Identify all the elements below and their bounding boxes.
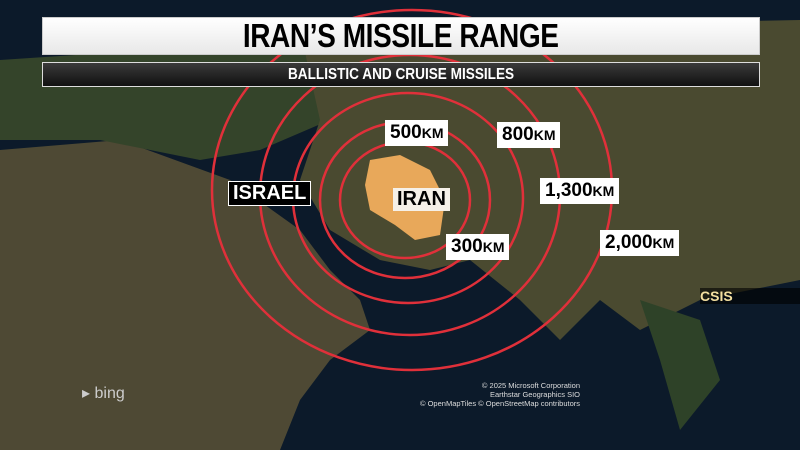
- range-label-300km: 300KM: [446, 234, 510, 260]
- africa-landmass: [0, 140, 370, 450]
- page-title: IRAN’S MISSILE RANGE: [243, 17, 559, 54]
- title-banner: IRAN’S MISSILE RANGE: [42, 17, 760, 55]
- range-label-2000km: 2,000KM: [600, 230, 680, 256]
- page-subtitle: BALLISTIC AND CRUISE MISSILES: [287, 66, 515, 83]
- subtitle-banner: BALLISTIC AND CRUISE MISSILES: [42, 62, 760, 87]
- bing-logo: ▸ bing: [82, 385, 125, 402]
- credit-line: Earthstar Geographics SIO: [489, 390, 580, 399]
- range-label-800km: 800KM: [497, 122, 561, 148]
- iran-label: IRAN: [393, 188, 450, 211]
- source-label: CSIS: [700, 288, 800, 304]
- southeast-asia-landmass: [640, 300, 720, 430]
- credit-line: © 2025 Microsoft Corporation: [481, 381, 580, 390]
- credit-line: © OpenMapTiles © OpenStreetMap contribut…: [419, 399, 580, 408]
- range-label-1300km: 1,300KM: [540, 178, 620, 204]
- israel-label: ISRAEL: [228, 181, 312, 206]
- range-label-500km: 500KM: [385, 120, 449, 146]
- map-credits: © 2025 Microsoft Corporation Earthstar G…: [420, 381, 580, 408]
